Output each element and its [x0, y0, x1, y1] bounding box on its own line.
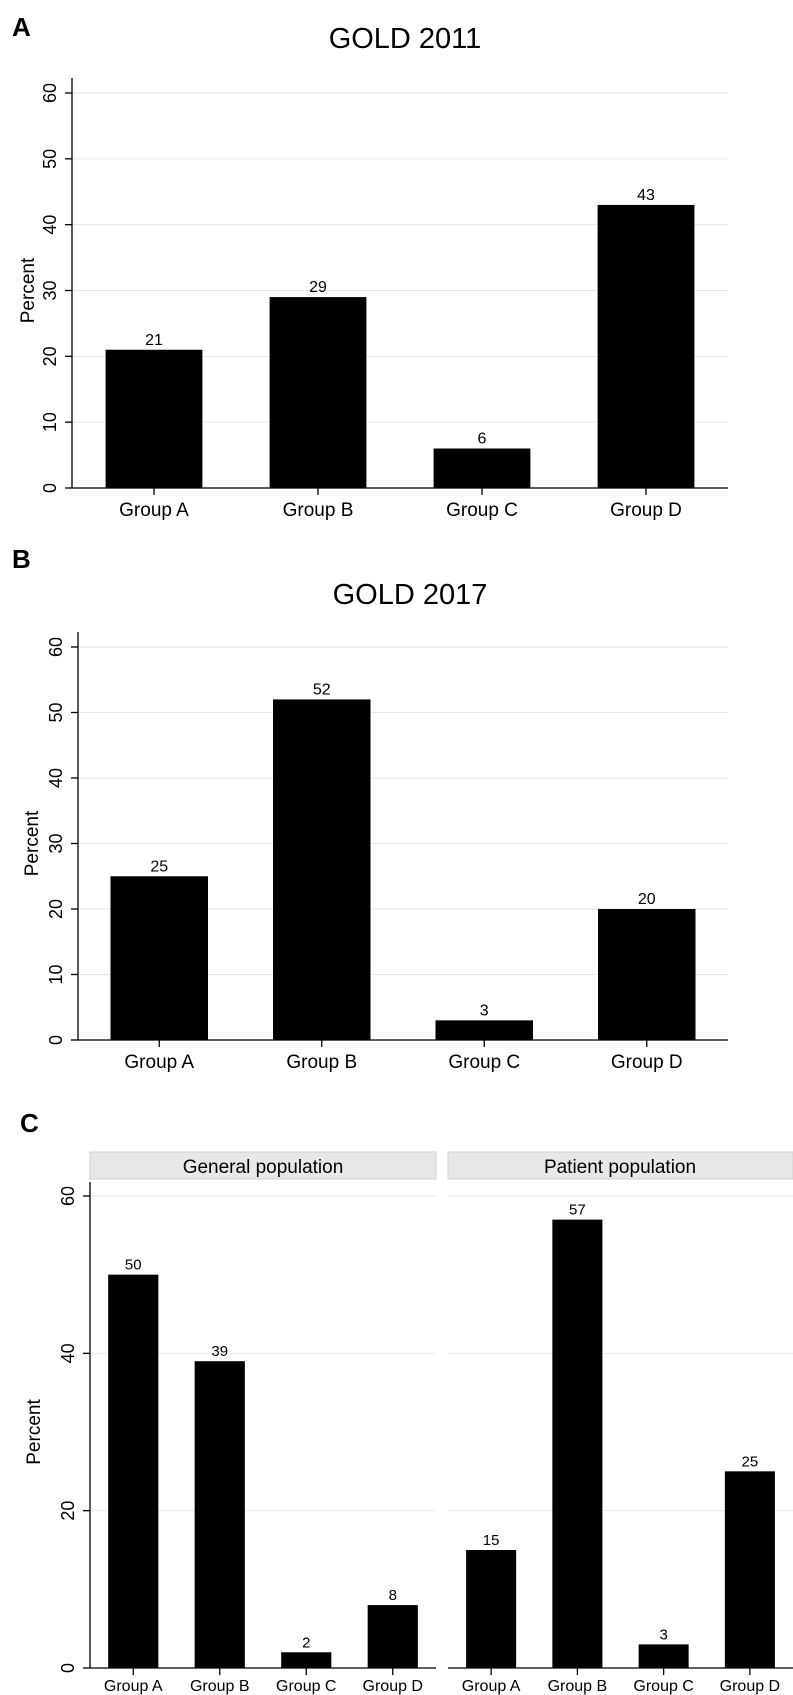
patient-population-data-label: 15: [483, 1532, 500, 1549]
general-population-data-label: 8: [389, 1587, 397, 1604]
general-population-data-label: 2: [302, 1634, 310, 1651]
population-y-tick-label: 40: [58, 1343, 78, 1363]
gold2017-y-tick-label: 20: [46, 899, 66, 919]
gold2011-y-tick-label: 10: [40, 412, 60, 432]
gold2017-y-tick-label: 60: [46, 637, 66, 657]
gold2017-x-tick-label: Group C: [448, 1052, 520, 1073]
gold2017-x-tick-label: Group A: [124, 1052, 194, 1073]
gold2011-y-tick-label: 40: [40, 215, 60, 235]
general-population-bar-group-b: [194, 1361, 245, 1668]
gold2011-y-tick-label: 50: [40, 149, 60, 169]
general-population-x-tick-label: Group D: [363, 1678, 423, 1695]
gold2017-y-tick-label: 50: [46, 702, 66, 722]
gold2017-bar-group-b: [273, 699, 371, 1040]
general-population-x-tick-label: Group A: [104, 1678, 163, 1695]
patient-population-bar-group-a: [466, 1550, 517, 1668]
facet-label-patient: Patient population: [544, 1157, 696, 1178]
gold2017-data-label: 20: [638, 891, 656, 908]
gold2011-y-tick-label: 20: [40, 346, 60, 366]
general-population-x-tick-label: Group C: [276, 1678, 336, 1695]
gold2011-bar-group-b: [269, 297, 367, 488]
population-y-tick-label: 0: [58, 1663, 78, 1673]
gold2011-bar-group-d: [597, 204, 695, 488]
chart-gold-2017: 0 10 20 30 40 50 60 Percent 25 Group A 52 Group B 3 G…: [22, 632, 728, 1073]
general-population-data-label: 50: [125, 1257, 142, 1274]
gold2011-y-tick-label: 30: [40, 280, 60, 300]
panel-a-letter: A: [12, 12, 31, 42]
general-population-bar-group-a: [108, 1274, 159, 1668]
gold2011-x-tick-label: Group A: [119, 500, 189, 521]
general-population-x-tick-label: Group B: [190, 1678, 250, 1695]
gold2017-data-label: 25: [150, 858, 168, 875]
panel-b-letter: B: [12, 544, 31, 574]
gold2017-y-tick-label: 10: [46, 964, 66, 984]
patient-population-bar-group-d: [724, 1471, 775, 1668]
patient-population-bar-group-b: [552, 1219, 603, 1668]
gold2011-x-tick-label: Group B: [283, 500, 354, 521]
chart-population: 0 20 40 60 Percent 50 Group A 39 Group B 2 Group C…: [24, 1182, 793, 1695]
population-y-tick-label: 20: [58, 1501, 78, 1521]
patient-population-bar-group-c: [638, 1644, 689, 1668]
gold2017-x-tick-label: Group B: [286, 1052, 357, 1073]
patient-population-x-tick-label: Group A: [462, 1678, 521, 1695]
gold2017-y-axis-title: Percent: [22, 810, 43, 876]
gold2017-data-label: 52: [313, 681, 331, 698]
patient-population-x-tick-label: Group B: [548, 1678, 608, 1695]
patient-population-data-label: 25: [742, 1453, 759, 1470]
panel-b-title: GOLD 2017: [333, 579, 488, 611]
patient-population-data-label: 57: [569, 1202, 586, 1219]
gold2011-y-tick-label: 60: [40, 83, 60, 103]
gold2017-y-tick-label: 40: [46, 768, 66, 788]
gold2017-y-tick-label: 0: [46, 1035, 66, 1045]
gold2011-data-label: 6: [478, 431, 487, 448]
general-population-bar-group-c: [281, 1652, 332, 1668]
population-y-axis-title: Percent: [24, 1399, 45, 1465]
panel-a-title: GOLD 2011: [329, 23, 482, 55]
panel-c-letter: C: [20, 1108, 39, 1138]
gold2011-bar-group-a: [105, 349, 203, 488]
gold2011-data-label: 21: [145, 332, 163, 349]
gold2011-data-label: 43: [637, 187, 655, 204]
gold2017-bar-group-c: [435, 1020, 533, 1040]
general-population-data-label: 39: [211, 1343, 228, 1360]
gold2017-bar-group-d: [598, 909, 696, 1040]
gold2017-data-label: 3: [480, 1002, 489, 1019]
gold2011-y-tick-label: 0: [40, 483, 60, 493]
gold2011-x-tick-label: Group D: [610, 500, 682, 521]
gold2017-bar-group-a: [110, 876, 208, 1040]
population-y-tick-label: 60: [58, 1186, 78, 1206]
gold2011-data-label: 29: [309, 279, 327, 296]
chart-gold-2011: 0 10 20 30 40 50 60 Percent 21 Group A 29 Group B 6 G…: [18, 78, 728, 521]
facet-strip-general: [89, 1151, 437, 1180]
gold2017-y-tick-label: 30: [46, 833, 66, 853]
gold2011-bar-group-c: [433, 448, 531, 488]
facet-label-general: General population: [183, 1157, 344, 1178]
patient-population-x-tick-label: Group D: [720, 1678, 780, 1695]
facet-strip-patient: [447, 1151, 793, 1180]
patient-population-x-tick-label: Group C: [633, 1678, 693, 1695]
general-population-bar-group-d: [367, 1605, 418, 1668]
patient-population-data-label: 3: [659, 1626, 667, 1643]
gold2011-y-axis-title: Percent: [18, 257, 39, 323]
gold2017-x-tick-label: Group D: [611, 1052, 683, 1073]
gold2011-x-tick-label: Group C: [446, 500, 518, 521]
